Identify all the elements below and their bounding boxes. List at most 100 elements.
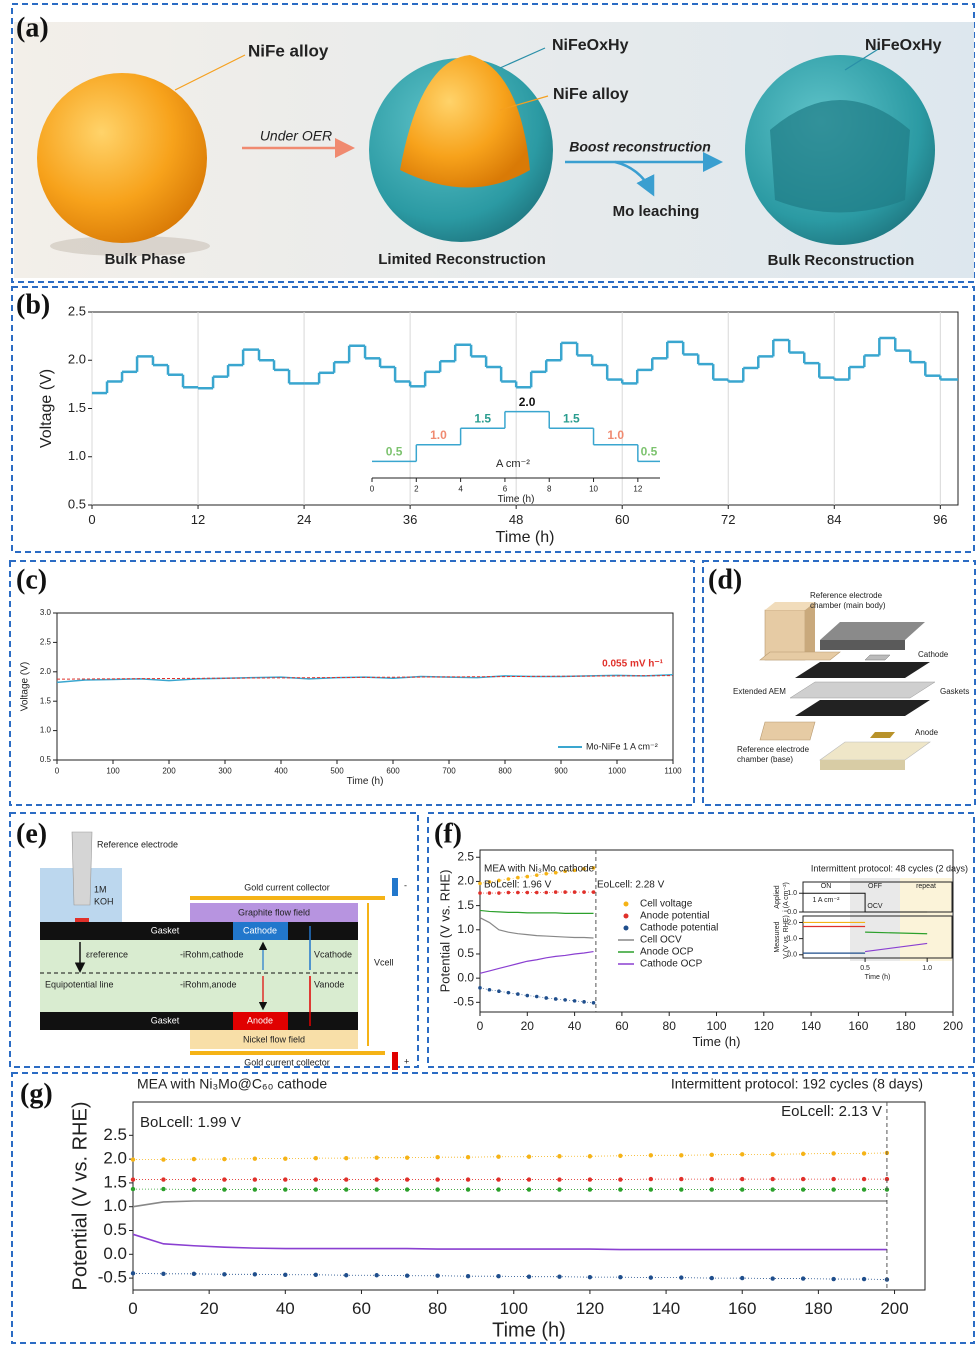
eol-label: EoLcell: 2.28 V [597, 880, 665, 891]
y-tick-label: 2.0 [103, 1149, 127, 1168]
marker [314, 1156, 318, 1160]
marker [131, 1177, 135, 1181]
x-tick-label: 60 [615, 512, 629, 527]
marker [557, 1274, 561, 1278]
protocol-label: Intermittent protocol: 192 cycles (8 day… [671, 1076, 923, 1092]
marker [435, 1177, 439, 1181]
legend-label: Cell OCV [640, 935, 682, 946]
x-tick-label: 1000 [608, 766, 626, 775]
label: Equipotential line [45, 979, 114, 989]
marker [478, 882, 482, 886]
marker [161, 1187, 165, 1191]
x-tick-label: 100 [106, 766, 120, 775]
marker [526, 994, 530, 998]
marker [405, 1274, 409, 1278]
marker [679, 1177, 683, 1181]
label: Gold current collector [244, 882, 330, 892]
marker [344, 1187, 348, 1191]
marker [831, 1277, 835, 1281]
marker [649, 1275, 653, 1279]
inset-label: OFF [868, 883, 882, 890]
marker [344, 1177, 348, 1181]
marker [862, 1277, 866, 1281]
label: Cathode [918, 650, 949, 659]
marker [478, 986, 482, 990]
marker [253, 1272, 257, 1276]
label: KOH [94, 896, 114, 906]
marker [557, 1187, 561, 1191]
label: Reference electrode [737, 745, 810, 754]
marker [679, 1153, 683, 1157]
marker [131, 1271, 135, 1275]
inset-label: 1 A cm⁻² [812, 897, 840, 904]
label: Gasket [151, 1015, 180, 1025]
plot-frame [133, 1102, 925, 1290]
x-tick-label: 36 [403, 512, 417, 527]
marker [192, 1157, 196, 1161]
x-axis-label: Time (h) [496, 529, 555, 546]
terminal [392, 1052, 398, 1070]
x-tick-label: 800 [498, 766, 512, 775]
marker [435, 1187, 439, 1191]
marker [740, 1152, 744, 1156]
marker [496, 1187, 500, 1191]
panel-label: (b) [16, 289, 50, 320]
marker [374, 1155, 378, 1159]
marker [588, 1154, 592, 1158]
marker [488, 988, 492, 992]
x-tick-label: 140 [801, 1019, 821, 1033]
probe-tip [75, 918, 89, 922]
marker [253, 1177, 257, 1181]
label: Reference electrode [97, 839, 178, 849]
data-label: 1.5 [563, 411, 580, 425]
y-tick-label: 1.5 [40, 696, 52, 705]
cavity [770, 100, 910, 213]
inset-title: Intermittent protocol: 48 cycles (2 days… [811, 863, 968, 873]
marker [573, 890, 577, 894]
label: Extended AEM [733, 687, 786, 696]
marker [592, 890, 596, 894]
marker [573, 999, 577, 1003]
marker [496, 1274, 500, 1278]
marker [192, 1177, 196, 1181]
label: NiFeOxHy [552, 37, 629, 54]
label: Vanode [314, 979, 344, 989]
marker [801, 1177, 805, 1181]
x-axis-label: Time (h) [347, 776, 384, 787]
marker [582, 1000, 586, 1004]
y-tick-label: 1.5 [68, 400, 86, 415]
marker [563, 890, 567, 894]
series-line [480, 918, 594, 938]
marker [526, 891, 530, 895]
marker [831, 1187, 835, 1191]
y-tick-label: 1.5 [103, 1172, 127, 1191]
bol-label: BoLcell: 1.96 V [484, 880, 552, 891]
legend-label: Anode potential [640, 911, 710, 922]
x-tick-label: 72 [721, 512, 735, 527]
marker [535, 891, 539, 895]
marker [679, 1275, 683, 1279]
label: NiFe alloy [248, 41, 329, 60]
legend-swatch [624, 902, 629, 907]
x-tick-label: 160 [728, 1299, 756, 1318]
x-tick-label: 40 [568, 1019, 582, 1033]
y-axis-label: Applied [774, 885, 781, 908]
y-tick-label: 2.0 [457, 874, 474, 888]
x-tick-label: 1100 [664, 766, 682, 775]
marker [710, 1187, 714, 1191]
y-tick-label: 2.0 [40, 667, 52, 676]
y-tick-label: 0.5 [68, 496, 86, 511]
y-tick-label: 1.0 [103, 1196, 127, 1215]
page: {"chart_data": [ {"type": "line", "panel… [0, 0, 977, 1345]
marker [554, 997, 558, 1001]
legend-label: Anode OCP [640, 947, 694, 958]
marker [192, 1272, 196, 1276]
panel-label: (g) [20, 1078, 53, 1109]
marker [618, 1177, 622, 1181]
inset-label: repeat [916, 883, 936, 890]
x-tick-label: 400 [274, 766, 288, 775]
y-tick-label: -0.5 [98, 1268, 127, 1287]
marker [770, 1152, 774, 1156]
base-side [820, 760, 905, 770]
marker [496, 1155, 500, 1159]
